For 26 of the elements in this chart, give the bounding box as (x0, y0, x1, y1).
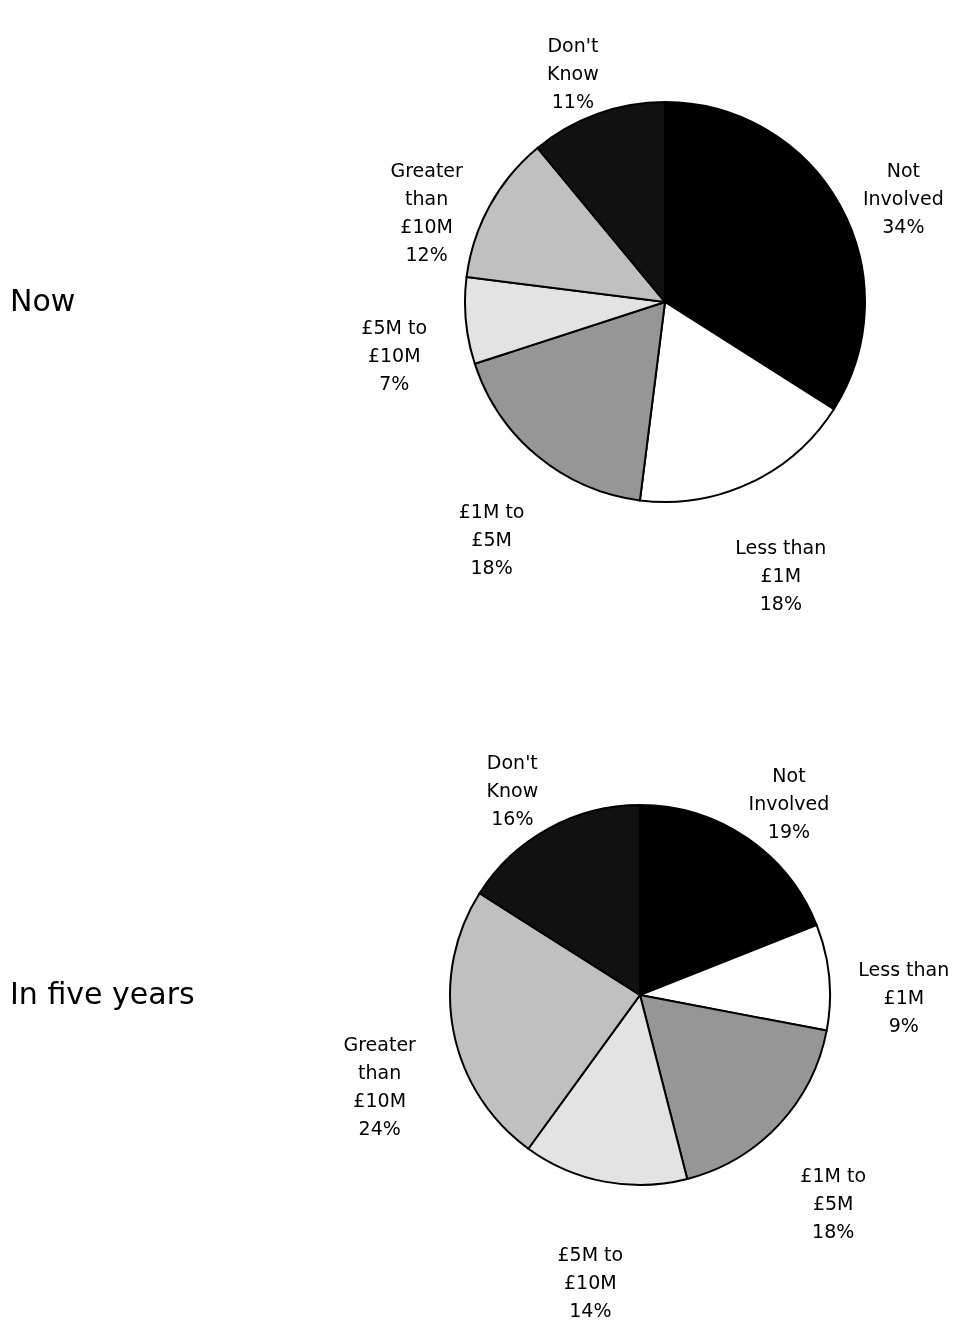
data-label: 12% (405, 242, 448, 265)
slice-label: £5M to £10M (557, 1243, 624, 1294)
data-label: 34% (882, 214, 925, 237)
text: Now (10, 283, 76, 318)
data-label: 18% (470, 555, 513, 578)
slice-label: Don't Know (547, 34, 599, 85)
data-label: 18% (812, 1220, 855, 1243)
data-label: 18% (759, 592, 802, 615)
slice-label: Greater than £10M (390, 158, 464, 237)
slice-label: Less than £1M (858, 958, 950, 1009)
data-label: 14% (569, 1299, 612, 1322)
slice-label: Not Involved (748, 763, 830, 814)
slice-label: Don't Know (486, 750, 539, 801)
slice-label: Greater than £10M (343, 1032, 417, 1111)
slice-label: £1M to £5M (800, 1164, 867, 1215)
text: In five years (10, 976, 195, 1011)
data-label: 9% (888, 1014, 919, 1037)
slice-label: Less than £1M (735, 536, 827, 587)
slice-label: £1M to £5M (458, 499, 525, 550)
slice-label: £5M to £10M (361, 315, 428, 366)
data-label: 24% (358, 1116, 401, 1139)
data-label: 11% (551, 90, 594, 113)
data-label: 7% (379, 371, 410, 394)
data-label: 19% (767, 819, 811, 842)
data-label: 16% (491, 806, 534, 829)
slice-label: Not Involved (862, 158, 944, 209)
